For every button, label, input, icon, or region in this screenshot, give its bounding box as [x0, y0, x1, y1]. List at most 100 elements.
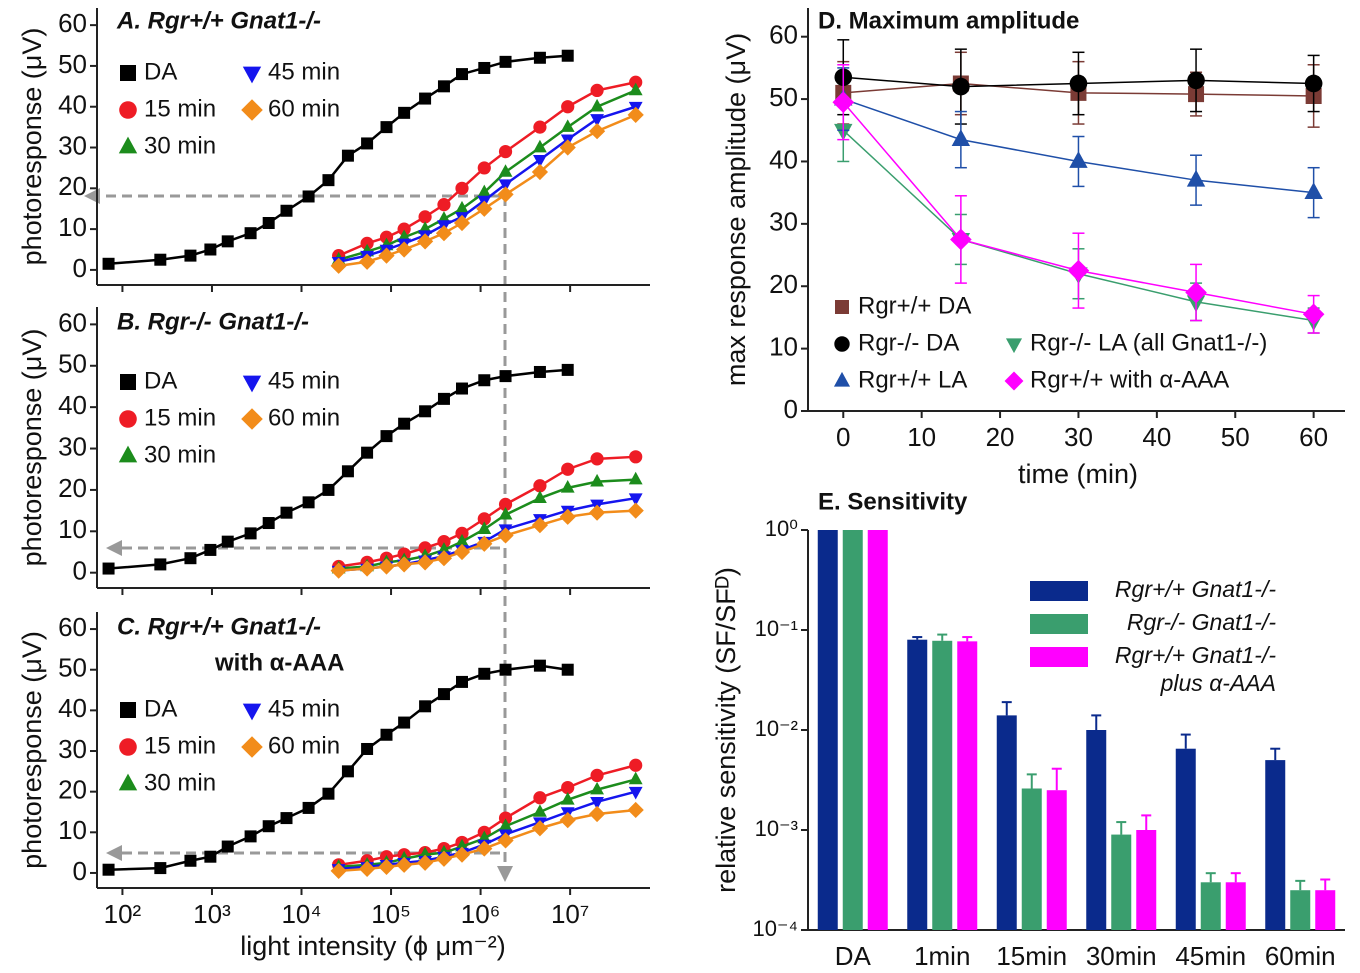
- legend-label: Rgr+/+ Gnat1-/- plus α-AAA: [1114, 642, 1276, 696]
- bar: [1046, 790, 1067, 930]
- bar: [996, 715, 1017, 930]
- data-point: [244, 527, 257, 540]
- legend-label: 30 min: [144, 769, 216, 796]
- chart-title: A. Rgr+/+ Gnat1-/-: [116, 7, 321, 34]
- y-axis-label: max response amplitude (μV): [721, 33, 751, 386]
- arrow-head: [106, 845, 122, 861]
- data-point: [221, 840, 234, 853]
- data-point: [533, 139, 547, 153]
- data-point: [398, 106, 411, 119]
- y-tick-label: 10: [769, 331, 798, 361]
- x-tick-label: 10³: [193, 899, 231, 929]
- data-point: [418, 541, 432, 555]
- legend-swatch: [1030, 614, 1088, 634]
- data-point: [628, 471, 643, 485]
- legend-label: Rgr+/+ LA: [858, 366, 967, 393]
- legend-label: 15 min: [144, 95, 216, 122]
- bar: [1021, 788, 1042, 930]
- data-point: [361, 137, 374, 150]
- data-point: [280, 812, 293, 825]
- data-point: [1186, 169, 1206, 187]
- data-point: [184, 249, 197, 262]
- y-axis-label: photoresponse (μV): [17, 28, 47, 266]
- data-point: [262, 216, 275, 229]
- data-point: [498, 818, 513, 832]
- data-point: [262, 820, 275, 833]
- chart-subtitle: with α-AAA: [214, 649, 344, 676]
- data-point: [416, 854, 434, 871]
- data-point: [437, 392, 450, 405]
- chart-title: E. Sensitivity: [818, 488, 968, 515]
- data-point: [380, 728, 393, 741]
- data-point: [498, 811, 513, 825]
- data-point: [477, 512, 491, 526]
- data-point: [1304, 74, 1323, 93]
- y-tick-label: 50: [769, 82, 798, 112]
- x-axis-label: time (min): [1018, 459, 1138, 489]
- y-tick-label: 40: [769, 144, 798, 174]
- y-tick-label: 10: [58, 815, 87, 845]
- arrow-head: [106, 540, 122, 556]
- data-point: [628, 786, 643, 800]
- legend-marker: [1005, 338, 1023, 354]
- data-point: [627, 502, 644, 519]
- data-point: [358, 560, 376, 577]
- data-point: [184, 552, 197, 565]
- data-point: [419, 405, 432, 418]
- data-point: [358, 253, 376, 270]
- legend-marker: [242, 66, 262, 84]
- data-point: [628, 771, 643, 785]
- legend-label: Rgr-/- Gnat1-/-: [1126, 609, 1276, 635]
- x-tick-label: 45min: [1175, 941, 1246, 971]
- data-point: [590, 473, 604, 487]
- x-tick-label: 10⁷: [551, 899, 589, 929]
- legend-swatch: [1030, 647, 1088, 667]
- data-point: [561, 363, 574, 376]
- legend-marker: [118, 136, 138, 154]
- legend-marker: [120, 374, 136, 390]
- data-point: [244, 227, 257, 240]
- bar: [932, 640, 953, 930]
- x-tick-label: 15min: [996, 941, 1067, 971]
- data-point: [396, 556, 413, 573]
- data-point: [437, 198, 451, 212]
- data-point: [221, 235, 234, 248]
- y-tick-label: 60: [769, 20, 798, 50]
- data-point: [590, 83, 604, 98]
- x-tick-label: 30min: [1086, 941, 1157, 971]
- data-point: [322, 174, 335, 187]
- chart-title: B. Rgr-/- Gnat1-/-: [117, 308, 309, 335]
- data-point: [419, 700, 432, 713]
- data-point: [154, 862, 167, 875]
- data-point: [588, 504, 606, 521]
- data-point: [628, 493, 643, 506]
- bar: [907, 639, 928, 930]
- data-point: [455, 675, 468, 688]
- data-point: [499, 370, 512, 383]
- y-tick-label: 10⁻³: [755, 816, 798, 841]
- y-tick-label: 40: [58, 390, 87, 420]
- data-point: [560, 480, 575, 493]
- data-point: [380, 121, 393, 134]
- data-point: [477, 161, 491, 175]
- x-tick-label: 60min: [1265, 941, 1336, 971]
- data-point: [330, 562, 347, 579]
- data-point: [322, 787, 335, 800]
- data-point: [533, 479, 547, 493]
- data-point: [1067, 259, 1090, 282]
- data-point: [629, 450, 643, 464]
- data-point: [419, 92, 432, 105]
- bar: [1225, 882, 1246, 930]
- y-tick-label: 50: [58, 653, 87, 683]
- data-point: [478, 374, 491, 387]
- y-tick-label: 10⁻²: [755, 716, 798, 741]
- data-point: [455, 68, 468, 81]
- data-point: [360, 236, 374, 250]
- legend-label: 30 min: [144, 441, 216, 468]
- data-point: [497, 186, 514, 203]
- data-point: [378, 858, 395, 875]
- data-point: [378, 558, 395, 575]
- data-point: [455, 200, 469, 214]
- data-point: [498, 179, 513, 193]
